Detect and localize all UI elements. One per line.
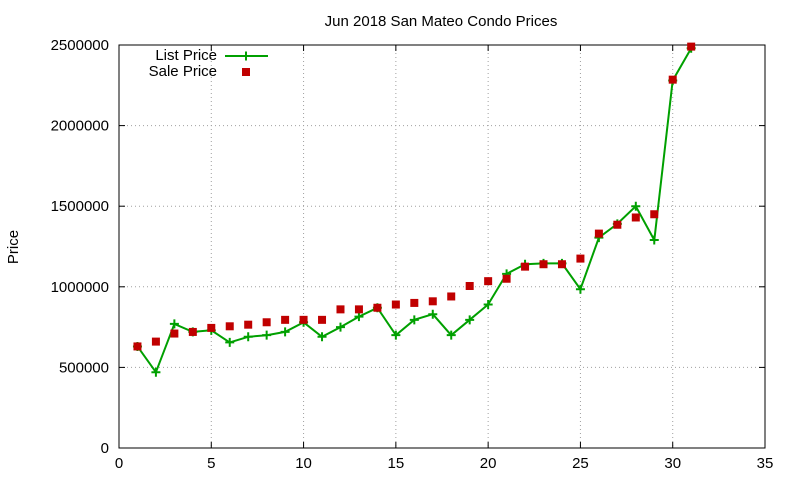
data-series <box>132 42 696 377</box>
list-price-point <box>446 330 456 340</box>
list-price-point <box>575 284 585 294</box>
legend-label-list-price: List Price <box>155 47 217 64</box>
sale-price-point <box>281 315 290 324</box>
y-tick-label: 500000 <box>59 359 109 376</box>
sale-price-point <box>687 42 696 51</box>
sale-price-point <box>650 210 659 219</box>
legend-marker-list-price <box>241 51 251 61</box>
y-axis-ticks: 0 500000 1000000 1500000 2000000 2500000 <box>51 37 765 457</box>
sale-price-point <box>188 327 197 336</box>
list-price-point <box>649 235 659 245</box>
sale-price-point <box>539 260 548 269</box>
sale-price-point <box>151 337 160 346</box>
y-tick-label: 2000000 <box>51 118 109 135</box>
sale-price-point <box>521 262 530 271</box>
sale-price-point <box>133 342 142 351</box>
grid-lines <box>119 45 765 448</box>
list-price-point <box>151 367 161 377</box>
y-tick-label: 1500000 <box>51 198 109 215</box>
list-price-point <box>280 327 290 337</box>
list-price-point <box>391 330 401 340</box>
y-tick-label: 2500000 <box>51 37 109 54</box>
legend-marker-sale-price <box>242 68 250 76</box>
y-tick-label: 0 <box>101 440 109 457</box>
legend: List Price Sale Price <box>149 47 268 80</box>
x-tick-label: 15 <box>388 455 405 472</box>
sale-price-point <box>410 298 419 307</box>
list-price-point <box>631 201 641 211</box>
list-price-point <box>409 315 419 325</box>
sale-price-point <box>244 320 253 329</box>
sale-price-point <box>465 281 474 290</box>
list-price-point <box>483 300 493 310</box>
sale-price-point <box>428 297 437 306</box>
sale-price-point <box>225 322 234 331</box>
sale-price-point <box>447 292 456 301</box>
sale-price-point <box>631 213 640 222</box>
list-price-point <box>465 315 475 325</box>
sale-price-point <box>262 318 271 327</box>
sale-price-point <box>613 220 622 229</box>
x-tick-label: 20 <box>480 455 497 472</box>
x-tick-label: 25 <box>572 455 589 472</box>
x-tick-label: 5 <box>207 455 215 472</box>
list-price-point <box>428 309 438 319</box>
list-price-point <box>317 332 327 342</box>
sale-price-point <box>354 305 363 314</box>
sale-price-point <box>484 277 493 286</box>
sale-price-point <box>594 229 603 238</box>
list-price-point <box>262 330 272 340</box>
x-tick-label: 30 <box>664 455 681 472</box>
sale-price-point <box>318 315 327 324</box>
sale-price-point <box>170 329 179 338</box>
sale-price-point <box>391 300 400 309</box>
list-price-point <box>243 332 253 342</box>
x-tick-label: 0 <box>115 455 123 472</box>
list-price-point <box>225 337 235 347</box>
y-tick-label: 1000000 <box>51 279 109 296</box>
x-tick-label: 35 <box>757 455 774 472</box>
x-axis-ticks: 0 5 10 15 20 25 30 35 <box>115 45 774 472</box>
sale-price-point <box>668 75 677 84</box>
axes <box>118 44 766 449</box>
sale-price-point <box>336 305 345 314</box>
sale-price-point <box>557 260 566 269</box>
plot-border <box>118 44 766 449</box>
sale-price-point <box>207 323 216 332</box>
y-axis-label: Price <box>5 230 22 264</box>
list-price-point <box>335 322 345 332</box>
chart-title: Jun 2018 San Mateo Condo Prices <box>325 13 558 30</box>
sale-price-point <box>373 303 382 312</box>
sale-price-point <box>502 274 511 283</box>
list-price-point <box>354 312 364 322</box>
x-tick-label: 10 <box>295 455 312 472</box>
sale-price-point <box>576 254 585 263</box>
legend-label-sale-price: Sale Price <box>149 63 217 80</box>
list-price-point <box>169 319 179 329</box>
sale-price-point <box>299 315 308 324</box>
